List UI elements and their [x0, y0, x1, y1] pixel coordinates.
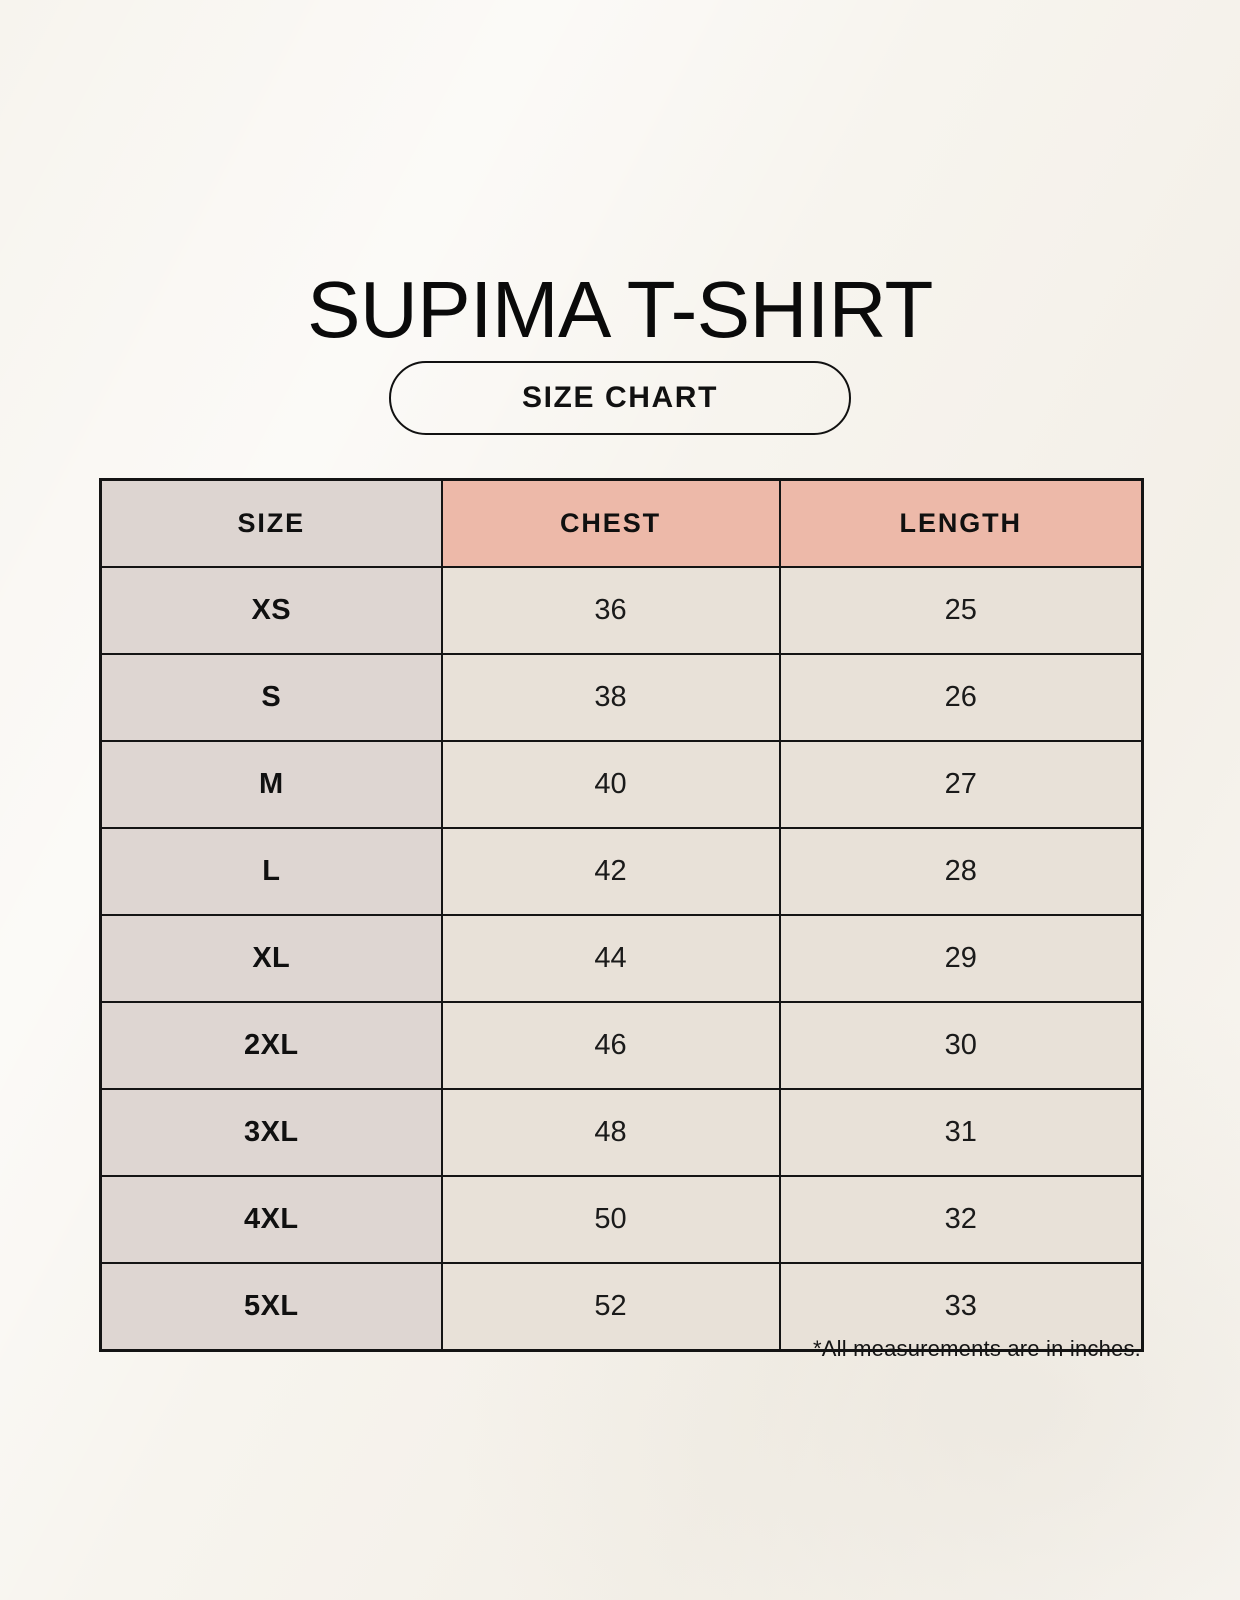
size-chart-badge-wrap: SIZE CHART [0, 361, 1240, 435]
table-header-row: SIZE CHEST LENGTH [99, 478, 1144, 568]
cell-size: XS [99, 566, 443, 655]
cell-length: 30 [778, 1001, 1144, 1090]
measurements-footnote: *All measurements are in inches. [813, 1336, 1141, 1361]
cell-chest: 40 [440, 740, 781, 829]
table-row: 2XL 46 30 [99, 1001, 1144, 1090]
cell-length: 32 [778, 1175, 1144, 1264]
cell-size: L [99, 827, 443, 916]
table-row: 3XL 48 31 [99, 1088, 1144, 1177]
cell-size: XL [99, 914, 443, 1003]
table-row: M 40 27 [99, 740, 1144, 829]
table-row: S 38 26 [99, 653, 1144, 742]
cell-size: 3XL [99, 1088, 443, 1177]
cell-chest: 52 [440, 1262, 781, 1352]
table-body: XS 36 25 S 38 26 M 40 27 L 42 28 [99, 566, 1144, 1352]
table-header: SIZE CHEST LENGTH [99, 478, 1144, 568]
cell-length: 33 [778, 1262, 1144, 1352]
column-header-chest: CHEST [440, 478, 781, 568]
cell-chest: 38 [440, 653, 781, 742]
cell-chest: 42 [440, 827, 781, 916]
column-header-size: SIZE [99, 478, 443, 568]
cell-size: 5XL [99, 1262, 443, 1352]
cell-length: 25 [778, 566, 1144, 655]
column-header-length: LENGTH [778, 478, 1144, 568]
size-chart-badge: SIZE CHART [389, 361, 851, 435]
size-table-wrap: SIZE CHEST LENGTH XS 36 25 S 38 26 M [99, 478, 1144, 1352]
cell-size: S [99, 653, 443, 742]
table-row: 4XL 50 32 [99, 1175, 1144, 1264]
cell-length: 27 [778, 740, 1144, 829]
table-row: XL 44 29 [99, 914, 1144, 1003]
cell-chest: 48 [440, 1088, 781, 1177]
table-row: 5XL 52 33 [99, 1262, 1144, 1352]
cell-length: 29 [778, 914, 1144, 1003]
page-title: SUPIMA T-SHIRT [307, 264, 933, 354]
table-row: L 42 28 [99, 827, 1144, 916]
cell-chest: 50 [440, 1175, 781, 1264]
cell-chest: 36 [440, 566, 781, 655]
cell-chest: 44 [440, 914, 781, 1003]
cell-size: 4XL [99, 1175, 443, 1264]
cell-chest: 46 [440, 1001, 781, 1090]
size-chart-table: SIZE CHEST LENGTH XS 36 25 S 38 26 M [99, 478, 1144, 1352]
table-row: XS 36 25 [99, 566, 1144, 655]
cell-size: M [99, 740, 443, 829]
cell-size: 2XL [99, 1001, 443, 1090]
cell-length: 26 [778, 653, 1144, 742]
cell-length: 31 [778, 1088, 1144, 1177]
cell-length: 28 [778, 827, 1144, 916]
